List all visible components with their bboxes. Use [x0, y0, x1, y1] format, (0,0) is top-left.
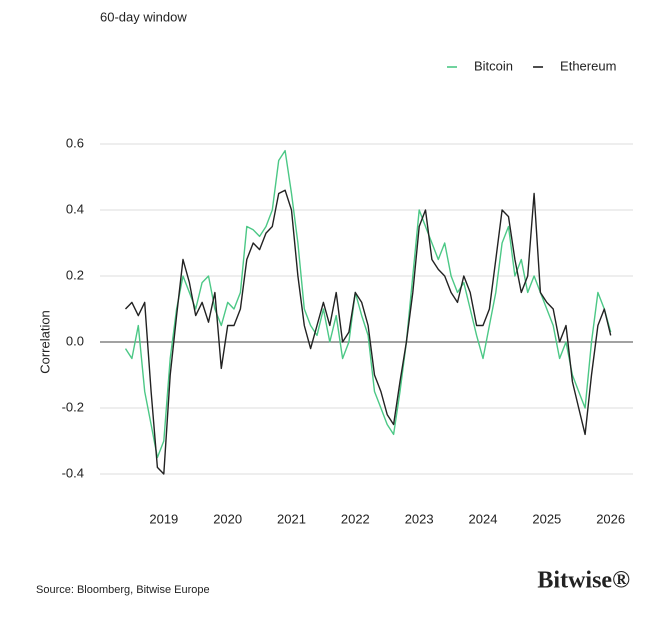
chart-title: 60-day window	[100, 9, 187, 24]
x-tick-label: 2025	[532, 511, 561, 526]
x-tick-label: 2020	[213, 511, 242, 526]
x-tick-label: 2023	[405, 511, 434, 526]
legend-label: Ethereum	[560, 58, 616, 73]
x-tick-label: 2024	[469, 511, 498, 526]
source-note: Source: Bloomberg, Bitwise Europe	[36, 584, 210, 596]
legend-label: Bitcoin	[474, 58, 513, 73]
series-line	[124, 189, 612, 475]
y-tick-label: 0.2	[66, 267, 84, 282]
y-tick-label: -0.2	[62, 399, 84, 414]
x-tick-label: 2026	[596, 511, 625, 526]
y-axis-label: Correlation	[37, 310, 52, 374]
y-tick-label: 0.6	[66, 135, 84, 150]
x-tick-label: 2021	[277, 511, 306, 526]
y-tick-label: -0.4	[62, 465, 84, 480]
series-line	[124, 149, 612, 459]
x-tick-label: 2019	[149, 511, 178, 526]
x-tick-label: 2022	[341, 511, 370, 526]
y-tick-label: 0.0	[66, 333, 84, 348]
logo: Bitwise®	[537, 568, 630, 594]
y-tick-label: 0.4	[66, 201, 84, 216]
